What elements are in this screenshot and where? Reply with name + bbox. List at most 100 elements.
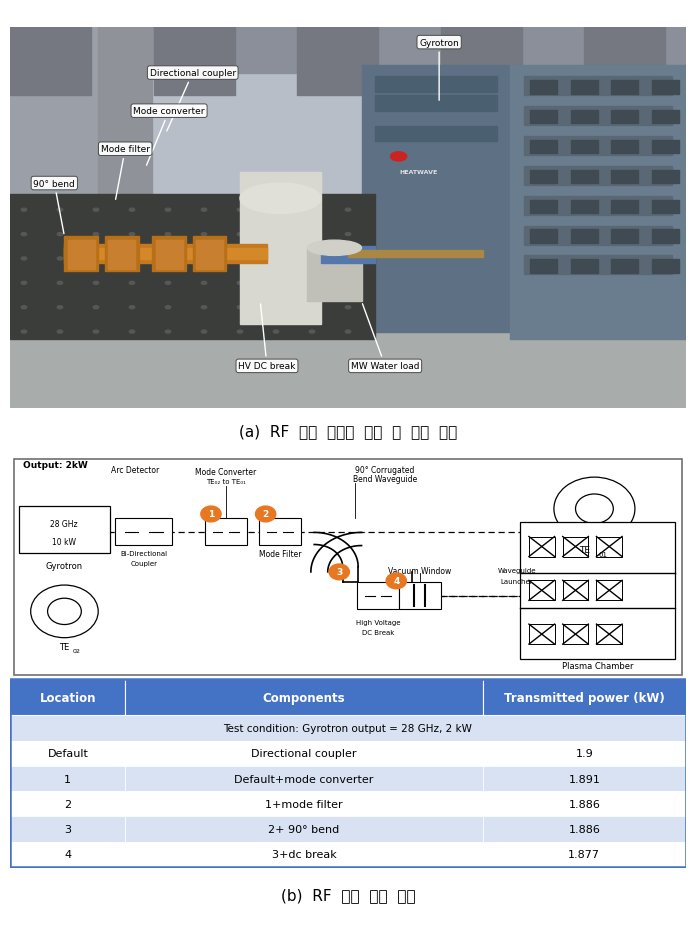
Bar xyxy=(529,625,555,644)
Bar xyxy=(483,817,686,842)
Circle shape xyxy=(57,233,63,237)
Bar xyxy=(529,537,555,557)
Bar xyxy=(651,81,679,95)
Bar xyxy=(297,28,379,97)
Bar xyxy=(375,77,496,93)
Text: Coupler: Coupler xyxy=(130,561,157,566)
Text: 90° bend: 90° bend xyxy=(33,179,75,235)
Bar xyxy=(523,197,672,215)
Text: 2+ 90° bend: 2+ 90° bend xyxy=(269,824,340,834)
Circle shape xyxy=(201,282,207,285)
Bar xyxy=(308,249,361,302)
Bar xyxy=(571,260,598,273)
Bar xyxy=(571,171,598,184)
Text: Test condition: Gyrotron output = 28 GHz, 2 kW: Test condition: Gyrotron output = 28 GHz… xyxy=(223,723,473,733)
Circle shape xyxy=(201,306,207,309)
Bar xyxy=(651,260,679,273)
Circle shape xyxy=(237,330,243,334)
Text: 3: 3 xyxy=(336,568,342,577)
Circle shape xyxy=(129,258,134,261)
Circle shape xyxy=(201,209,207,212)
Bar xyxy=(154,28,235,97)
Bar xyxy=(375,97,496,111)
Bar xyxy=(10,767,125,792)
Circle shape xyxy=(165,282,171,285)
Circle shape xyxy=(237,306,243,309)
Bar xyxy=(375,127,496,142)
Circle shape xyxy=(345,282,351,285)
Circle shape xyxy=(201,233,207,237)
Bar xyxy=(240,173,321,325)
Bar xyxy=(523,226,672,245)
Circle shape xyxy=(274,233,278,237)
Bar xyxy=(483,842,686,867)
Bar xyxy=(529,581,555,600)
Bar xyxy=(10,195,375,340)
Bar xyxy=(193,237,226,271)
Circle shape xyxy=(255,507,276,522)
Bar xyxy=(10,792,125,817)
Text: 1+mode filter: 1+mode filter xyxy=(265,799,343,809)
Bar xyxy=(125,741,483,767)
Bar xyxy=(399,583,441,609)
Text: Directional coupler: Directional coupler xyxy=(150,69,236,132)
Circle shape xyxy=(390,152,406,161)
Bar xyxy=(109,241,135,269)
Circle shape xyxy=(129,282,134,285)
Bar xyxy=(523,77,672,97)
Bar xyxy=(611,81,638,95)
Bar xyxy=(156,241,182,269)
Text: 1.886: 1.886 xyxy=(569,824,600,834)
Bar xyxy=(571,230,598,243)
Circle shape xyxy=(309,330,315,334)
Bar xyxy=(571,200,598,213)
Text: (a)  RF  전송  시스템  설치  및  실험  사진: (a) RF 전송 시스템 설치 및 실험 사진 xyxy=(239,424,457,439)
Circle shape xyxy=(57,306,63,309)
Text: 4: 4 xyxy=(393,576,400,586)
Bar xyxy=(483,767,686,792)
Circle shape xyxy=(237,258,243,261)
Circle shape xyxy=(237,282,243,285)
Circle shape xyxy=(129,306,134,309)
Ellipse shape xyxy=(308,241,361,256)
Circle shape xyxy=(22,258,26,261)
Circle shape xyxy=(345,306,351,309)
Bar xyxy=(611,141,638,154)
Bar xyxy=(611,230,638,243)
Circle shape xyxy=(165,258,171,261)
Circle shape xyxy=(93,258,99,261)
Bar xyxy=(523,256,672,275)
Bar xyxy=(651,111,679,124)
Text: Gyrotron: Gyrotron xyxy=(45,561,83,571)
Bar xyxy=(596,625,622,644)
Text: 1: 1 xyxy=(64,774,71,784)
Circle shape xyxy=(22,233,26,237)
Text: 4: 4 xyxy=(64,849,72,859)
Circle shape xyxy=(22,209,26,212)
Bar xyxy=(523,107,672,126)
Circle shape xyxy=(201,507,221,522)
Bar xyxy=(357,583,399,609)
Text: Components: Components xyxy=(263,691,345,704)
Text: HV DC break: HV DC break xyxy=(238,304,296,371)
Text: 01: 01 xyxy=(598,551,607,558)
Bar xyxy=(259,519,301,545)
Bar xyxy=(520,522,675,659)
Text: TE₀₂ to TE₀₁: TE₀₂ to TE₀₁ xyxy=(206,479,246,485)
Bar xyxy=(571,81,598,95)
Bar xyxy=(10,28,91,97)
Circle shape xyxy=(129,330,134,334)
Bar xyxy=(510,66,686,340)
Bar xyxy=(530,200,557,213)
Bar xyxy=(125,679,483,715)
Text: 28 GHz: 28 GHz xyxy=(50,520,78,528)
Circle shape xyxy=(93,209,99,212)
Text: Vacuum Window: Vacuum Window xyxy=(388,566,452,575)
Circle shape xyxy=(22,282,26,285)
Circle shape xyxy=(345,330,351,334)
Text: Mode Converter: Mode Converter xyxy=(195,468,256,477)
Text: Launcher: Launcher xyxy=(500,578,533,585)
Text: Default: Default xyxy=(47,749,88,759)
Text: 3+dc break: 3+dc break xyxy=(271,849,336,859)
Bar xyxy=(125,767,483,792)
